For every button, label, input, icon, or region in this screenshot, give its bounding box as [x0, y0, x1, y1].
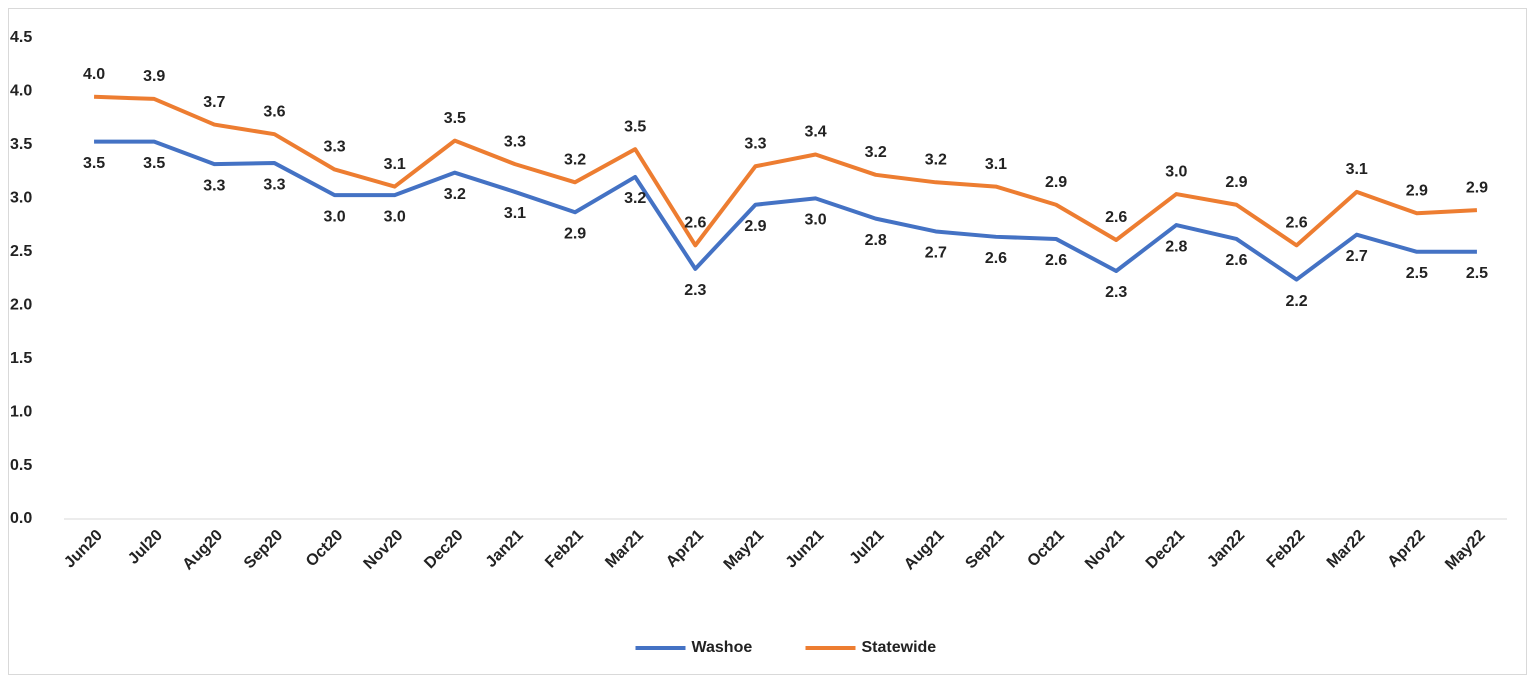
- x-tick-label: Jul21: [847, 527, 888, 568]
- y-tick-label: 2.5: [10, 243, 32, 260]
- x-tick-label: Sep21: [962, 527, 1007, 572]
- series-line: [94, 139, 1477, 282]
- x-tick-label: Jun20: [61, 527, 106, 572]
- x-tick-label: Dec20: [421, 527, 466, 572]
- data-label: 2.6: [1285, 215, 1307, 232]
- data-label: 3.0: [384, 208, 406, 225]
- y-tick-label: 1.5: [10, 350, 32, 367]
- x-tick-label: Dec21: [1143, 527, 1188, 572]
- y-tick-label: 2.0: [10, 296, 32, 313]
- y-tick-label: 0.5: [10, 457, 32, 474]
- data-label: 3.3: [744, 135, 766, 152]
- data-label: 2.9: [744, 218, 766, 235]
- data-label: 3.2: [624, 190, 646, 207]
- data-label: 3.1: [504, 205, 526, 222]
- data-label: 2.9: [1406, 183, 1428, 200]
- data-label: 3.9: [143, 68, 165, 85]
- data-label: 2.8: [1165, 238, 1187, 255]
- data-label: 3.0: [323, 208, 345, 225]
- y-tick-label: 3.5: [10, 136, 32, 153]
- data-label: 3.3: [504, 133, 526, 150]
- data-label: 2.2: [1285, 293, 1307, 310]
- data-label: 2.9: [1466, 179, 1488, 196]
- data-label: 2.7: [925, 245, 947, 262]
- x-tick-label: May21: [721, 527, 768, 574]
- data-label: 2.6: [1045, 252, 1067, 269]
- data-label: 3.5: [444, 110, 466, 127]
- data-label: 3.1: [384, 156, 406, 173]
- x-tick-label: Sep20: [241, 527, 286, 572]
- data-label: 3.5: [143, 155, 165, 172]
- data-label: 3.5: [83, 155, 105, 172]
- legend-label: Statewide: [862, 639, 937, 656]
- data-label: 3.0: [1165, 163, 1187, 180]
- data-label: 2.7: [1346, 248, 1368, 265]
- x-tick-label: Jul20: [125, 527, 166, 568]
- data-label: 2.6: [985, 250, 1007, 267]
- x-tick-label: Aug20: [180, 527, 227, 574]
- x-tick-label: Aug21: [901, 527, 948, 574]
- data-label: 3.6: [263, 103, 285, 120]
- data-label: 3.3: [203, 177, 225, 194]
- x-tick-label: Oct20: [303, 527, 347, 571]
- data-label: 2.3: [684, 282, 706, 299]
- data-label: 3.3: [263, 176, 285, 193]
- data-label: 2.3: [1105, 284, 1127, 301]
- data-label: 2.5: [1406, 265, 1428, 282]
- x-tick-label: Mar21: [602, 527, 647, 572]
- y-tick-label: 0.0: [10, 510, 32, 527]
- data-label: 3.0: [804, 212, 826, 229]
- data-label: 3.3: [323, 139, 345, 156]
- data-label: 3.5: [624, 118, 646, 135]
- x-tick-label: Jun21: [783, 527, 828, 572]
- legend-label: Washoe: [692, 639, 753, 656]
- x-tick-label: Oct21: [1024, 527, 1068, 571]
- x-tick-label: Feb21: [542, 527, 587, 572]
- x-tick-label: Nov20: [361, 527, 407, 573]
- data-label: 2.9: [1225, 174, 1247, 191]
- data-label: 2.6: [684, 215, 706, 232]
- x-tick-label: Jan22: [1204, 527, 1248, 571]
- data-label: 3.2: [925, 152, 947, 169]
- data-label: 2.8: [865, 232, 887, 249]
- data-label: 3.1: [1346, 161, 1368, 178]
- x-tick-label: Nov21: [1082, 527, 1128, 573]
- x-tick-label: Mar22: [1324, 527, 1369, 572]
- chart-border: [8, 8, 1527, 675]
- y-tick-label: 4.5: [10, 29, 32, 46]
- data-label: 2.9: [564, 225, 586, 242]
- data-label: 2.6: [1225, 252, 1247, 269]
- y-tick-label: 1.0: [10, 403, 32, 420]
- data-label: 3.4: [804, 124, 826, 141]
- data-label: 3.2: [564, 152, 586, 169]
- data-label: 2.9: [1045, 174, 1067, 191]
- data-label: 3.2: [444, 186, 466, 203]
- data-label: 3.2: [865, 144, 887, 161]
- x-tick-label: Apr21: [663, 527, 707, 571]
- x-tick-label: May22: [1442, 527, 1489, 574]
- y-tick-label: 4.0: [10, 83, 32, 100]
- data-label: 2.6: [1105, 209, 1127, 226]
- x-tick-label: Apr22: [1385, 527, 1429, 571]
- data-label: 4.0: [83, 66, 105, 83]
- data-label: 2.5: [1466, 265, 1488, 282]
- y-tick-label: 3.0: [10, 190, 32, 207]
- x-tick-label: Feb22: [1264, 527, 1309, 572]
- series-line: [93, 94, 1478, 248]
- data-label: 3.1: [985, 156, 1007, 173]
- data-label: 3.7: [203, 94, 225, 111]
- x-tick-label: Jan21: [483, 527, 527, 571]
